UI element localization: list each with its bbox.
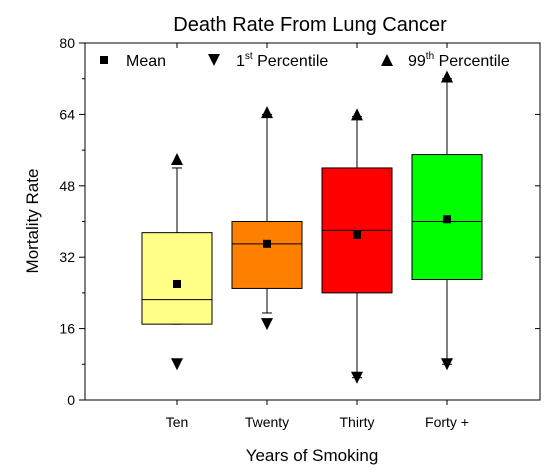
legend-item: Mean: [100, 53, 166, 70]
x-tick-label: Thirty: [340, 414, 375, 430]
box-group: [411, 70, 483, 371]
y-tick-label: 16: [59, 321, 75, 337]
y-axis-label: Mortality Rate: [23, 169, 42, 274]
plot-frame: [84, 42, 541, 401]
legend-label: 99th Percentile: [408, 51, 510, 70]
legend: Mean 1st Percentile 99th Percentile: [100, 51, 510, 70]
y-tick-label: 80: [59, 35, 75, 51]
chart-title: Death Rate From Lung Cancer: [173, 14, 447, 36]
x-tick-label: Twenty: [245, 414, 289, 430]
p1-marker: [171, 358, 183, 371]
box-group: [321, 108, 393, 384]
legend-p1-marker: [208, 54, 220, 66]
plot-area: 0 16 32 48 64 80 Ten Twenty Thirty Forty +: [59, 35, 540, 430]
mean-marker: [263, 239, 271, 248]
x-tick-label: Forty +: [425, 414, 469, 430]
box-group: [231, 106, 303, 331]
y-tick-label: 64: [59, 106, 75, 122]
p99-marker: [171, 153, 183, 166]
legend-mean-marker: [100, 56, 108, 64]
legend-item: 1st Percentile: [208, 51, 328, 70]
box-group: [141, 153, 213, 371]
p1-marker: [441, 358, 453, 371]
p1-marker: [261, 318, 273, 331]
x-axis-label: Years of Smoking: [246, 446, 379, 465]
box-iqr: [231, 221, 303, 289]
p99-marker: [351, 108, 363, 121]
y-tick-label: 32: [59, 249, 75, 265]
p99-marker: [261, 106, 273, 119]
mean-marker: [173, 279, 181, 288]
legend-p99-marker: [381, 54, 393, 66]
y-tick-label: 0: [67, 392, 75, 408]
p1-marker: [351, 371, 363, 384]
y-tick-label: 48: [59, 178, 75, 194]
legend-label: Mean: [126, 53, 166, 70]
legend-item: 99th Percentile: [381, 51, 510, 70]
mean-marker: [353, 230, 361, 239]
mean-marker: [443, 215, 451, 224]
p99-marker: [441, 70, 453, 83]
box-iqr: [141, 232, 213, 325]
legend-label: 1st Percentile: [236, 51, 328, 70]
x-tick-label: Ten: [166, 414, 189, 430]
